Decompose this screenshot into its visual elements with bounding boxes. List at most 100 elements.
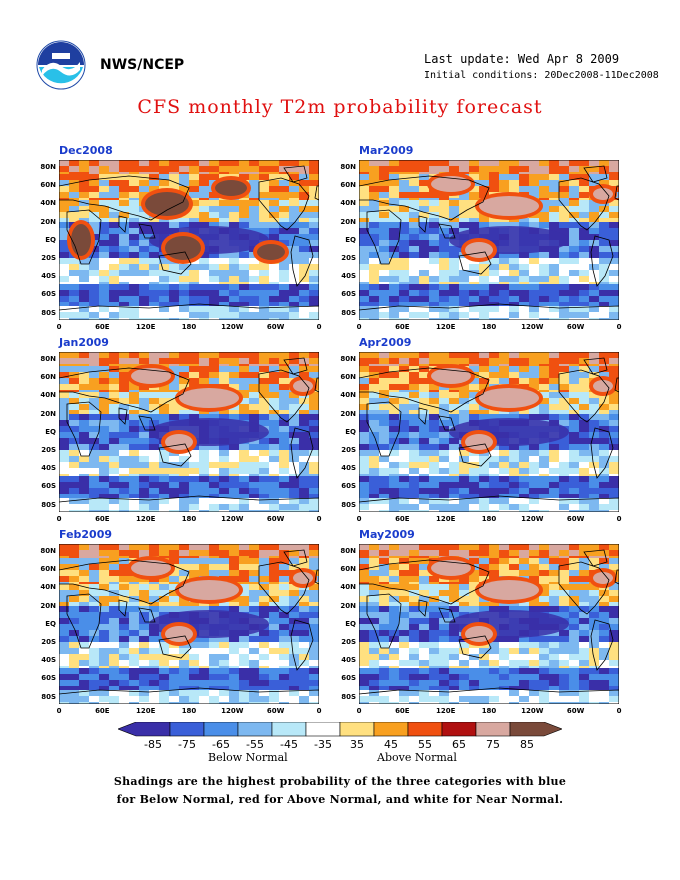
lon-label: 180	[481, 707, 497, 715]
lat-label: 40S	[341, 656, 356, 665]
colorbar-swatch	[339, 722, 375, 737]
colorbar-swatch	[373, 722, 409, 737]
lat-label: 80S	[341, 692, 356, 701]
lat-label: 60N	[40, 565, 56, 574]
colorbar-tick-label: 55	[418, 738, 432, 751]
lat-label: 80N	[40, 163, 56, 171]
colorbar	[118, 722, 562, 737]
panel-label: Mar2009	[359, 144, 414, 157]
colorbar-swatch	[271, 722, 307, 737]
lon-label: 120W	[221, 515, 244, 523]
colorbar-tick-label: -55	[246, 738, 264, 751]
lat-label: 40S	[341, 272, 356, 281]
panel-label: Dec2008	[59, 144, 113, 157]
lat-label: 40N	[340, 391, 356, 400]
lat-label: 20S	[41, 638, 56, 646]
lat-label: 60N	[340, 181, 356, 190]
panel-label: Feb2009	[59, 528, 113, 541]
lon-label: 0	[316, 515, 322, 523]
lat-label: 80S	[41, 500, 56, 509]
lat-label: 20N	[340, 601, 356, 610]
lat-label: 20N	[340, 217, 356, 226]
lon-label: 180	[181, 515, 197, 523]
colorbar-tick-label: -65	[212, 738, 230, 751]
forecast-map	[359, 352, 619, 512]
lon-label: 0	[356, 707, 362, 715]
lat-label: 60S	[41, 290, 56, 299]
lon-label: 180	[181, 707, 197, 715]
lon-label: 0	[316, 323, 322, 331]
org-name: NWS/NCEP	[100, 57, 185, 73]
colorbar-tick-label: 45	[384, 738, 398, 751]
lat-label: 20S	[341, 254, 356, 262]
lat-label: 20N	[340, 409, 356, 418]
colorbar-tick-label: 35	[350, 738, 364, 751]
forecast-map	[359, 544, 619, 704]
lon-label: 0	[616, 707, 622, 715]
colorbar-tick-label: -45	[280, 738, 298, 751]
lat-label: 60S	[341, 674, 356, 683]
lat-label: 80N	[340, 547, 356, 555]
lon-label: 60W	[266, 515, 285, 523]
lat-label: 20S	[341, 638, 356, 646]
lon-label: 120W	[221, 707, 244, 715]
lat-label: 60S	[341, 482, 356, 491]
colorbar-swatch	[118, 722, 171, 737]
lat-label: 80N	[40, 355, 56, 363]
colorbar-tick-label: 85	[520, 738, 534, 751]
lat-label: 60N	[340, 565, 356, 574]
lon-label: 60E	[95, 707, 110, 715]
lat-label: EQ	[45, 235, 56, 244]
lat-label: 60S	[41, 482, 56, 491]
lat-label: 60S	[341, 290, 356, 299]
colorbar-tick-label: -75	[178, 738, 196, 751]
lon-label: 120W	[521, 515, 544, 523]
panel-label: May2009	[359, 528, 415, 541]
lon-label: 120W	[521, 707, 544, 715]
lat-label: 20N	[40, 217, 56, 226]
lon-label: 0	[356, 515, 362, 523]
forecast-map	[359, 160, 619, 320]
colorbar-swatch	[441, 722, 477, 737]
colorbar-tick-label: 75	[486, 738, 500, 751]
forecast-map	[59, 160, 319, 320]
lon-label: 120E	[435, 515, 456, 523]
lat-label: EQ	[45, 427, 56, 436]
lon-label: 120E	[435, 323, 456, 331]
note-line-1: Shadings are the highest probability of …	[113, 775, 567, 788]
lat-label: 40N	[340, 583, 356, 592]
lon-label: 60W	[266, 323, 285, 331]
lat-label: 80N	[340, 355, 356, 363]
forecast-map	[59, 352, 319, 512]
lon-label: 60W	[266, 707, 285, 715]
lon-label: 120E	[435, 707, 456, 715]
forecast-map	[59, 544, 319, 704]
lat-label: 80S	[341, 500, 356, 509]
lat-label: EQ	[45, 619, 56, 628]
colorbar-tick-label: -35	[314, 738, 332, 751]
lat-label: 40N	[40, 199, 56, 208]
lon-label: 0	[316, 707, 322, 715]
lat-label: 20N	[40, 601, 56, 610]
lon-label: 120W	[521, 323, 544, 331]
lon-label: 180	[481, 515, 497, 523]
last-update: Last update: Wed Apr 8 2009	[424, 52, 620, 66]
colorbar-swatch	[237, 722, 273, 737]
lat-label: 40S	[41, 464, 56, 473]
lat-label: EQ	[345, 235, 356, 244]
colorbar-swatch	[407, 722, 443, 737]
lat-label: 60N	[340, 373, 356, 382]
lon-label: 60E	[95, 323, 110, 331]
lon-label: 120W	[221, 323, 244, 331]
colorbar-swatch	[509, 722, 562, 737]
lat-label: 60N	[40, 181, 56, 190]
lon-label: 0	[616, 515, 622, 523]
colorbar-tick-label: 65	[452, 738, 466, 751]
note-line-2: for Below Normal, red for Above Normal, …	[116, 793, 564, 806]
lon-label: 60W	[566, 323, 585, 331]
lat-label: EQ	[345, 619, 356, 628]
lat-label: 80N	[340, 163, 356, 171]
lon-label: 0	[56, 707, 62, 715]
above-normal-label: Above Normal	[377, 751, 457, 764]
lon-label: 60E	[95, 515, 110, 523]
